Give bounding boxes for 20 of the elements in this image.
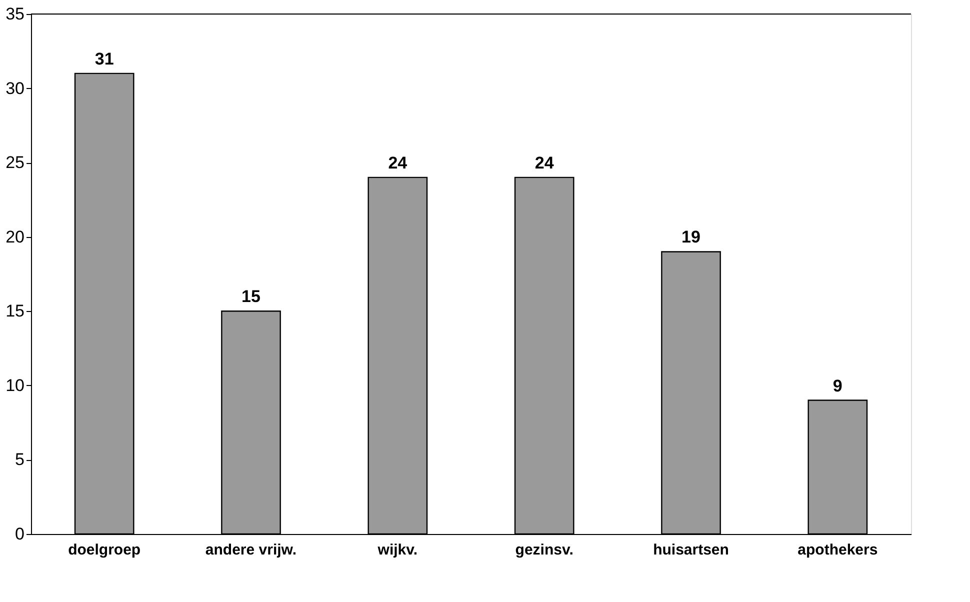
data-label: 24 [388, 153, 408, 172]
data-label: 15 [242, 287, 260, 306]
y-tick-label: 30 [6, 78, 24, 98]
x-tick-label: apothekers [798, 542, 878, 558]
data-label: 9 [832, 376, 842, 396]
x-tick-label: huisartsen [653, 542, 729, 558]
data-label: 31 [94, 49, 114, 68]
data-label: 24 [534, 153, 554, 172]
y-tick-label: 10 [6, 376, 24, 395]
x-tick-label: doelgroep [68, 542, 141, 558]
x-tick-label: andere vrijw. [205, 542, 297, 558]
data-label: 19 [682, 228, 700, 247]
x-tick-label: gezinsv. [515, 542, 574, 558]
y-tick-label: 5 [15, 450, 24, 470]
y-tick-label: 25 [6, 153, 24, 172]
x-tick-label: wijkv. [376, 542, 418, 558]
y-tick-label: 20 [6, 227, 24, 246]
y-tick-label: 0 [15, 524, 24, 544]
y-tick-label: 35 [6, 4, 24, 24]
y-tick-label: 15 [6, 302, 24, 321]
